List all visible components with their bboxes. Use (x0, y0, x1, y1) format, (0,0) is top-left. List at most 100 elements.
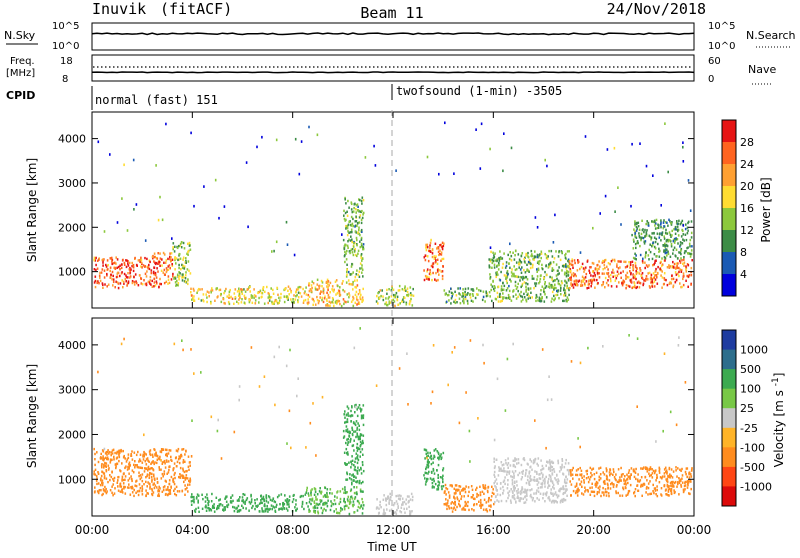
data-cell (244, 297, 246, 300)
data-cell (605, 494, 608, 497)
data-cell (655, 267, 657, 271)
data-cell (427, 462, 429, 465)
data-cell (353, 250, 356, 253)
data-cell (681, 481, 684, 484)
data-cell (590, 281, 593, 284)
data-cell (524, 489, 527, 493)
data-cell (687, 246, 689, 249)
data-cell (653, 280, 656, 283)
data-cell (569, 278, 572, 281)
data-cell (123, 485, 125, 489)
data-cell (627, 284, 630, 288)
data-cell (552, 268, 555, 272)
data-cell (670, 277, 673, 281)
data-cell (260, 291, 263, 295)
data-cell (663, 352, 666, 355)
data-cell (520, 497, 522, 500)
data-cell (656, 485, 658, 488)
data-cell (678, 493, 680, 496)
data-cell (541, 486, 543, 489)
data-cell (217, 506, 220, 510)
data-cell (665, 469, 668, 472)
data-cell (437, 247, 440, 250)
data-cell (359, 433, 362, 436)
data-cell (657, 265, 659, 269)
data-cell (308, 501, 311, 504)
data-cell (309, 498, 311, 501)
data-cell (159, 450, 162, 453)
data-cell (521, 486, 523, 489)
data-cell (351, 463, 353, 466)
data-cell (349, 251, 351, 255)
data-cell (579, 445, 581, 449)
data-cell (330, 504, 333, 508)
data-cell (683, 264, 685, 267)
data-cell (350, 224, 353, 227)
data-cell (127, 264, 130, 267)
data-cell (436, 469, 438, 472)
data-cell (505, 264, 508, 268)
data-cell (668, 485, 670, 488)
nsearch-tick-bottom: 10^0 (708, 41, 735, 52)
data-cell (185, 470, 187, 473)
data-cell (296, 507, 298, 510)
data-cell (312, 298, 315, 301)
data-cell (394, 294, 397, 297)
data-cell (566, 286, 568, 290)
data-cell (189, 477, 191, 480)
data-cell (355, 435, 357, 439)
data-cell (642, 236, 645, 240)
data-cell (448, 290, 451, 293)
data-cell (352, 283, 354, 286)
data-cell (621, 284, 624, 287)
data-cell (497, 474, 500, 477)
data-cell (261, 507, 263, 510)
data-cell (551, 473, 554, 476)
colorbar-tick-label: 25 (740, 402, 754, 415)
data-cell (544, 270, 546, 274)
data-cell (204, 496, 207, 499)
data-cell (617, 468, 620, 471)
data-cell (440, 243, 442, 247)
data-cell (528, 471, 531, 474)
data-cell (427, 458, 429, 462)
data-cell (133, 451, 136, 454)
data-cell (441, 241, 444, 244)
data-cell (681, 474, 684, 477)
data-cell (596, 491, 599, 494)
data-cell (426, 455, 428, 458)
data-cell (351, 248, 354, 251)
data-cell (288, 409, 291, 413)
data-cell (327, 288, 329, 292)
data-cell (402, 296, 405, 299)
data-cell (585, 489, 587, 492)
data-cell (181, 273, 184, 276)
data-cell (308, 125, 310, 129)
data-cell (344, 250, 346, 254)
data-cell (516, 275, 518, 278)
data-cell (492, 259, 495, 263)
data-cell (513, 476, 515, 479)
data-cell (559, 499, 562, 503)
colorbar-swatch (722, 349, 736, 370)
data-cell (539, 277, 542, 281)
data-cell (548, 263, 550, 266)
data-cell (426, 155, 429, 159)
data-cell (564, 280, 567, 283)
data-cell (629, 266, 631, 269)
data-cell (676, 225, 679, 228)
data-cell (466, 293, 468, 296)
freq-label-line2: [MHz] (6, 68, 35, 79)
data-cell (556, 474, 558, 477)
data-cell (675, 469, 677, 472)
data-cell (361, 463, 364, 467)
x-tick-label: 12:00 (376, 523, 411, 537)
data-cell (286, 498, 288, 501)
data-cell (178, 244, 180, 248)
data-cell (565, 458, 567, 462)
data-cell (357, 435, 359, 438)
data-cell (640, 232, 643, 236)
data-cell (102, 261, 104, 264)
data-cell (228, 302, 231, 306)
freq-panel: Freq. [MHz] 18 8 60 0 Nave (6, 54, 776, 85)
